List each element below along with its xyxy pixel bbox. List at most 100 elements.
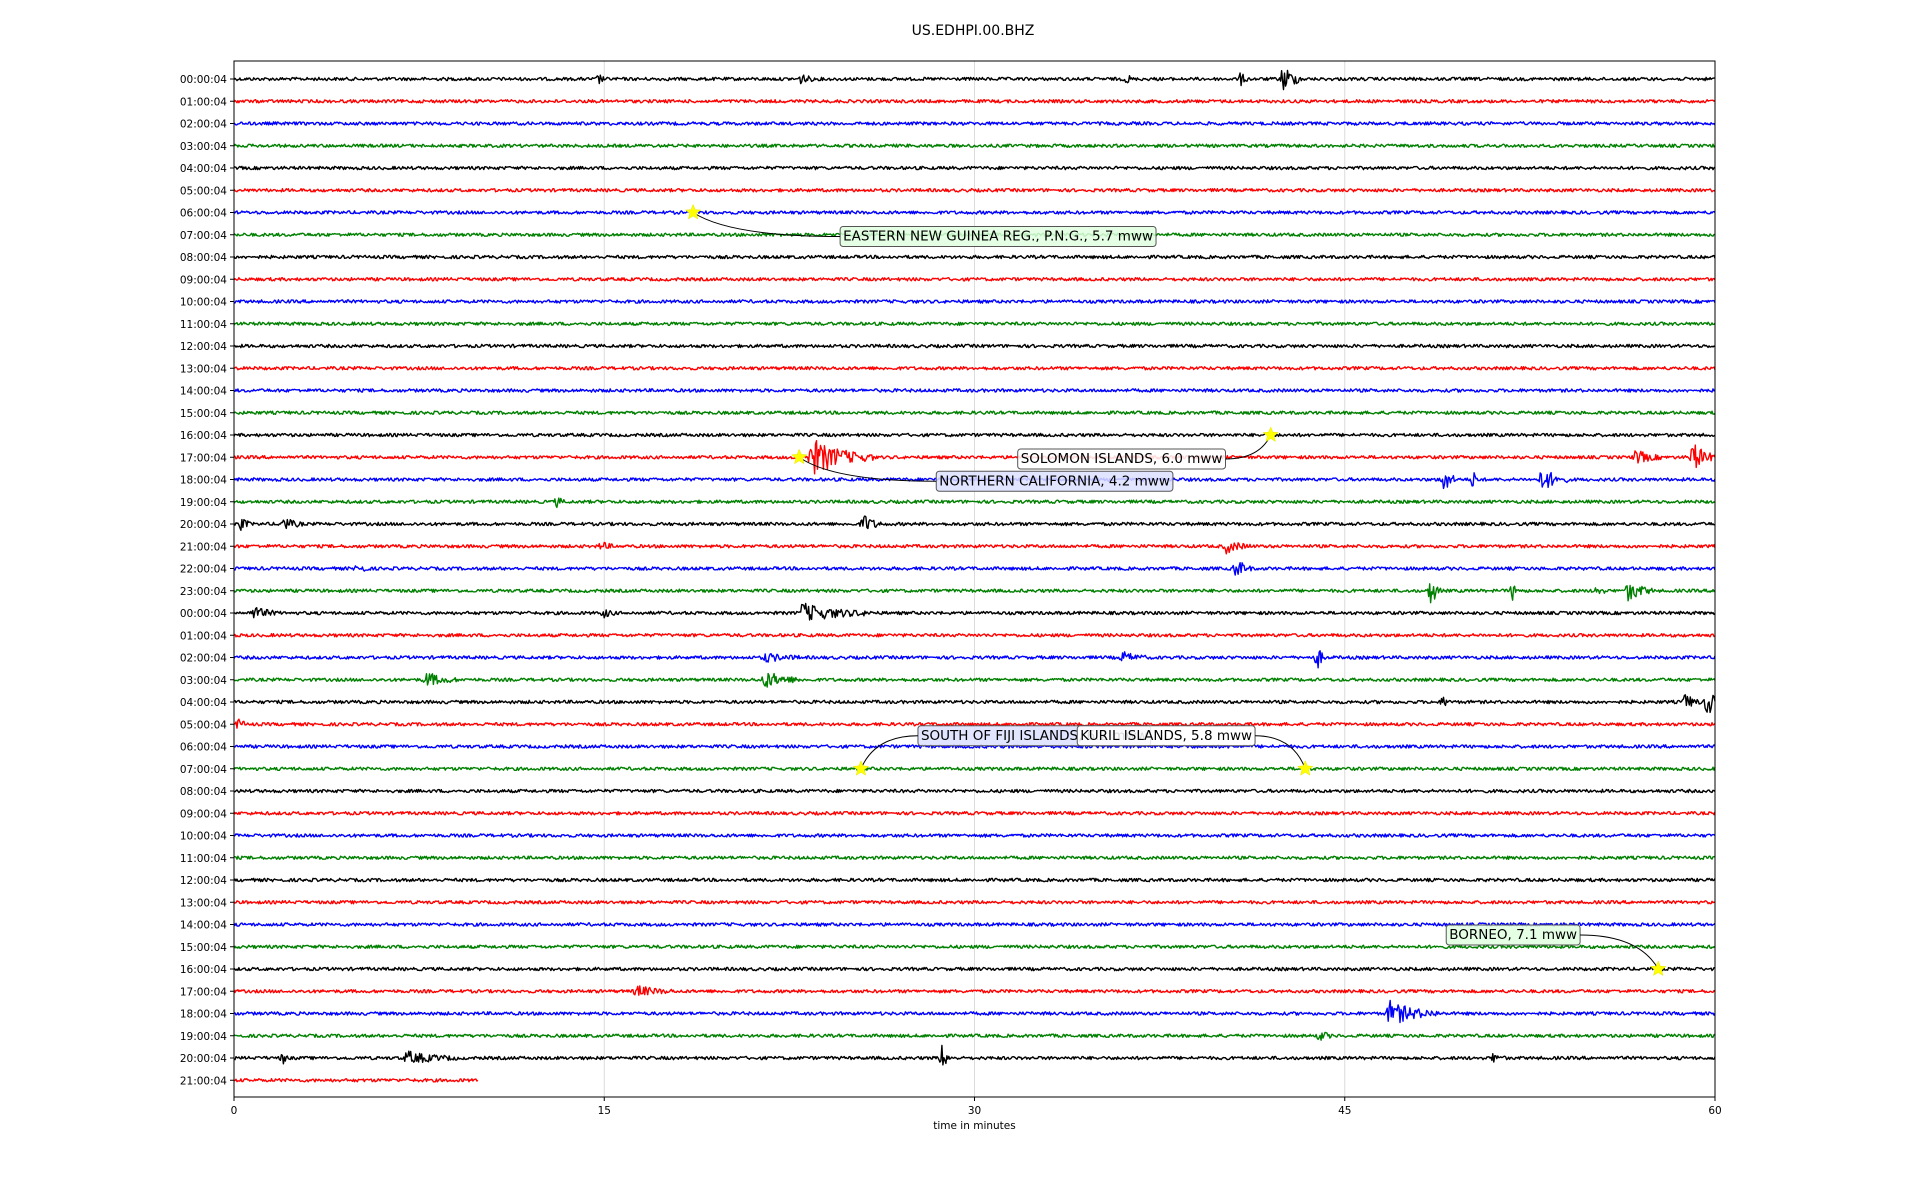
- trace-row-24: [233, 602, 1716, 621]
- trace-row-21: [233, 541, 1716, 555]
- x-tick-label-30: 30: [968, 1105, 981, 1117]
- hour-label-9: 09:00:04: [180, 274, 227, 286]
- trace-row-20: [233, 515, 1716, 531]
- event-annotation-1: SOLOMON ISLANDS, 6.0 mww: [1017, 426, 1279, 470]
- event-label-2: NORTHERN CALIFORNIA, 4.2 mww: [939, 473, 1170, 489]
- event-leader-3: [860, 735, 918, 769]
- trace-row-0: [233, 69, 1716, 91]
- hour-label-10: 10:00:04: [180, 297, 227, 309]
- hour-label-17: 17:00:04: [180, 452, 227, 464]
- hour-label-3: 03:00:04: [180, 141, 227, 153]
- hour-label-42: 18:00:04: [180, 1009, 227, 1021]
- trace-row-44: [233, 1044, 1716, 1066]
- seismogram-traces: [233, 69, 1716, 1083]
- hour-label-7: 07:00:04: [180, 230, 227, 242]
- hour-label-41: 17:00:04: [180, 986, 227, 998]
- hour-label-14: 14:00:04: [180, 386, 227, 398]
- trace-row-41: [233, 985, 1716, 996]
- trace-row-35: [233, 855, 1716, 860]
- trace-row-23: [233, 583, 1716, 604]
- hour-label-2: 02:00:04: [180, 119, 227, 131]
- trace-row-25: [233, 633, 1716, 638]
- hour-label-38: 14:00:04: [180, 920, 227, 932]
- event-annotations: EASTERN NEW GUINEA REG., P.N.G., 5.7 mww…: [684, 203, 1667, 977]
- event-annotation-4: KURIL ISLANDS, 5.8 mww: [1076, 725, 1314, 776]
- trace-row-45: [233, 1077, 479, 1083]
- trace-row-29: [233, 718, 1716, 729]
- x-tick-label-60: 60: [1708, 1105, 1721, 1117]
- trace-row-33: [233, 811, 1716, 816]
- hour-label-21: 21:00:04: [180, 541, 227, 553]
- hour-label-45: 21:00:04: [180, 1075, 227, 1087]
- x-tick-label-0: 0: [231, 1105, 238, 1117]
- hour-label-11: 11:00:04: [180, 319, 227, 331]
- hour-label-12: 12:00:04: [180, 341, 227, 353]
- hour-label-0: 00:00:04: [180, 74, 227, 86]
- trace-row-13: [233, 366, 1716, 371]
- trace-row-22: [233, 562, 1716, 576]
- trace-row-40: [233, 966, 1715, 972]
- chart-title: US.EDHPI.00.BHZ: [912, 23, 1035, 39]
- hour-label-13: 13:00:04: [180, 363, 227, 375]
- trace-row-17: [233, 440, 1716, 475]
- trace-row-31: [233, 766, 1716, 771]
- trace-row-10: [233, 299, 1716, 304]
- trace-row-27: [233, 672, 1716, 688]
- hour-label-33: 09:00:04: [180, 808, 227, 820]
- trace-row-39: [233, 944, 1716, 949]
- event-annotation-2: NORTHERN CALIFORNIA, 4.2 mww: [790, 448, 1174, 492]
- hour-label-18: 18:00:04: [180, 475, 227, 487]
- event-leader-0: [692, 212, 841, 237]
- event-annotation-0: EASTERN NEW GUINEA REG., P.N.G., 5.7 mww: [684, 203, 1157, 247]
- event-label-1: SOLOMON ISLANDS, 6.0 mww: [1021, 451, 1223, 467]
- trace-row-26: [233, 650, 1716, 669]
- hour-label-20: 20:00:04: [180, 519, 227, 531]
- hour-label-32: 08:00:04: [180, 786, 227, 798]
- hour-label-34: 10:00:04: [180, 831, 227, 843]
- hour-label-36: 12:00:04: [180, 875, 227, 887]
- trace-row-32: [233, 788, 1716, 794]
- event-leader-4: [1255, 735, 1306, 769]
- trace-row-36: [233, 877, 1716, 883]
- event-star-1: [1262, 426, 1279, 443]
- event-label-4: KURIL ISLANDS, 5.8 mww: [1080, 728, 1252, 744]
- hour-label-16: 16:00:04: [180, 430, 227, 442]
- hour-label-30: 06:00:04: [180, 742, 227, 754]
- hour-label-26: 02:00:04: [180, 653, 227, 665]
- event-leader-2: [798, 456, 937, 482]
- trace-row-2: [233, 121, 1716, 126]
- hour-label-22: 22:00:04: [180, 564, 227, 576]
- hour-label-23: 23:00:04: [180, 586, 227, 598]
- hour-labels: 00:00:04 01:00:04 02:00:04 03:00:04 04:00:04…: [180, 74, 234, 1087]
- trace-row-12: [233, 343, 1716, 349]
- hour-label-1: 01:00:04: [180, 96, 227, 108]
- trace-row-42: [233, 999, 1716, 1024]
- event-star-3: [852, 760, 870, 776]
- event-star-4: [1296, 760, 1314, 776]
- trace-row-19: [233, 497, 1716, 509]
- event-star-0: [684, 203, 702, 220]
- hour-label-25: 01:00:04: [180, 630, 227, 642]
- trace-row-37: [233, 900, 1716, 905]
- hour-label-6: 06:00:04: [180, 208, 227, 220]
- trace-row-6: [233, 210, 1716, 215]
- hour-label-37: 13:00:04: [180, 897, 227, 909]
- hour-label-24: 00:00:04: [180, 608, 227, 620]
- hour-label-43: 19:00:04: [180, 1031, 227, 1043]
- trace-row-14: [233, 388, 1716, 393]
- hour-label-29: 05:00:04: [180, 719, 227, 731]
- trace-row-43: [233, 1031, 1716, 1041]
- trace-row-9: [233, 277, 1716, 282]
- hour-label-5: 05:00:04: [180, 185, 227, 197]
- trace-row-16: [233, 432, 1716, 438]
- hour-label-40: 16:00:04: [180, 964, 227, 976]
- event-label-5: BORNEO, 7.1 mww: [1449, 927, 1577, 943]
- hour-label-39: 15:00:04: [180, 942, 227, 954]
- hour-label-44: 20:00:04: [180, 1053, 227, 1065]
- event-star-2: [790, 448, 808, 465]
- hour-label-28: 04:00:04: [180, 697, 227, 709]
- x-tick-label-15: 15: [598, 1105, 611, 1117]
- hour-label-19: 19:00:04: [180, 497, 227, 509]
- hour-label-8: 08:00:04: [180, 252, 227, 264]
